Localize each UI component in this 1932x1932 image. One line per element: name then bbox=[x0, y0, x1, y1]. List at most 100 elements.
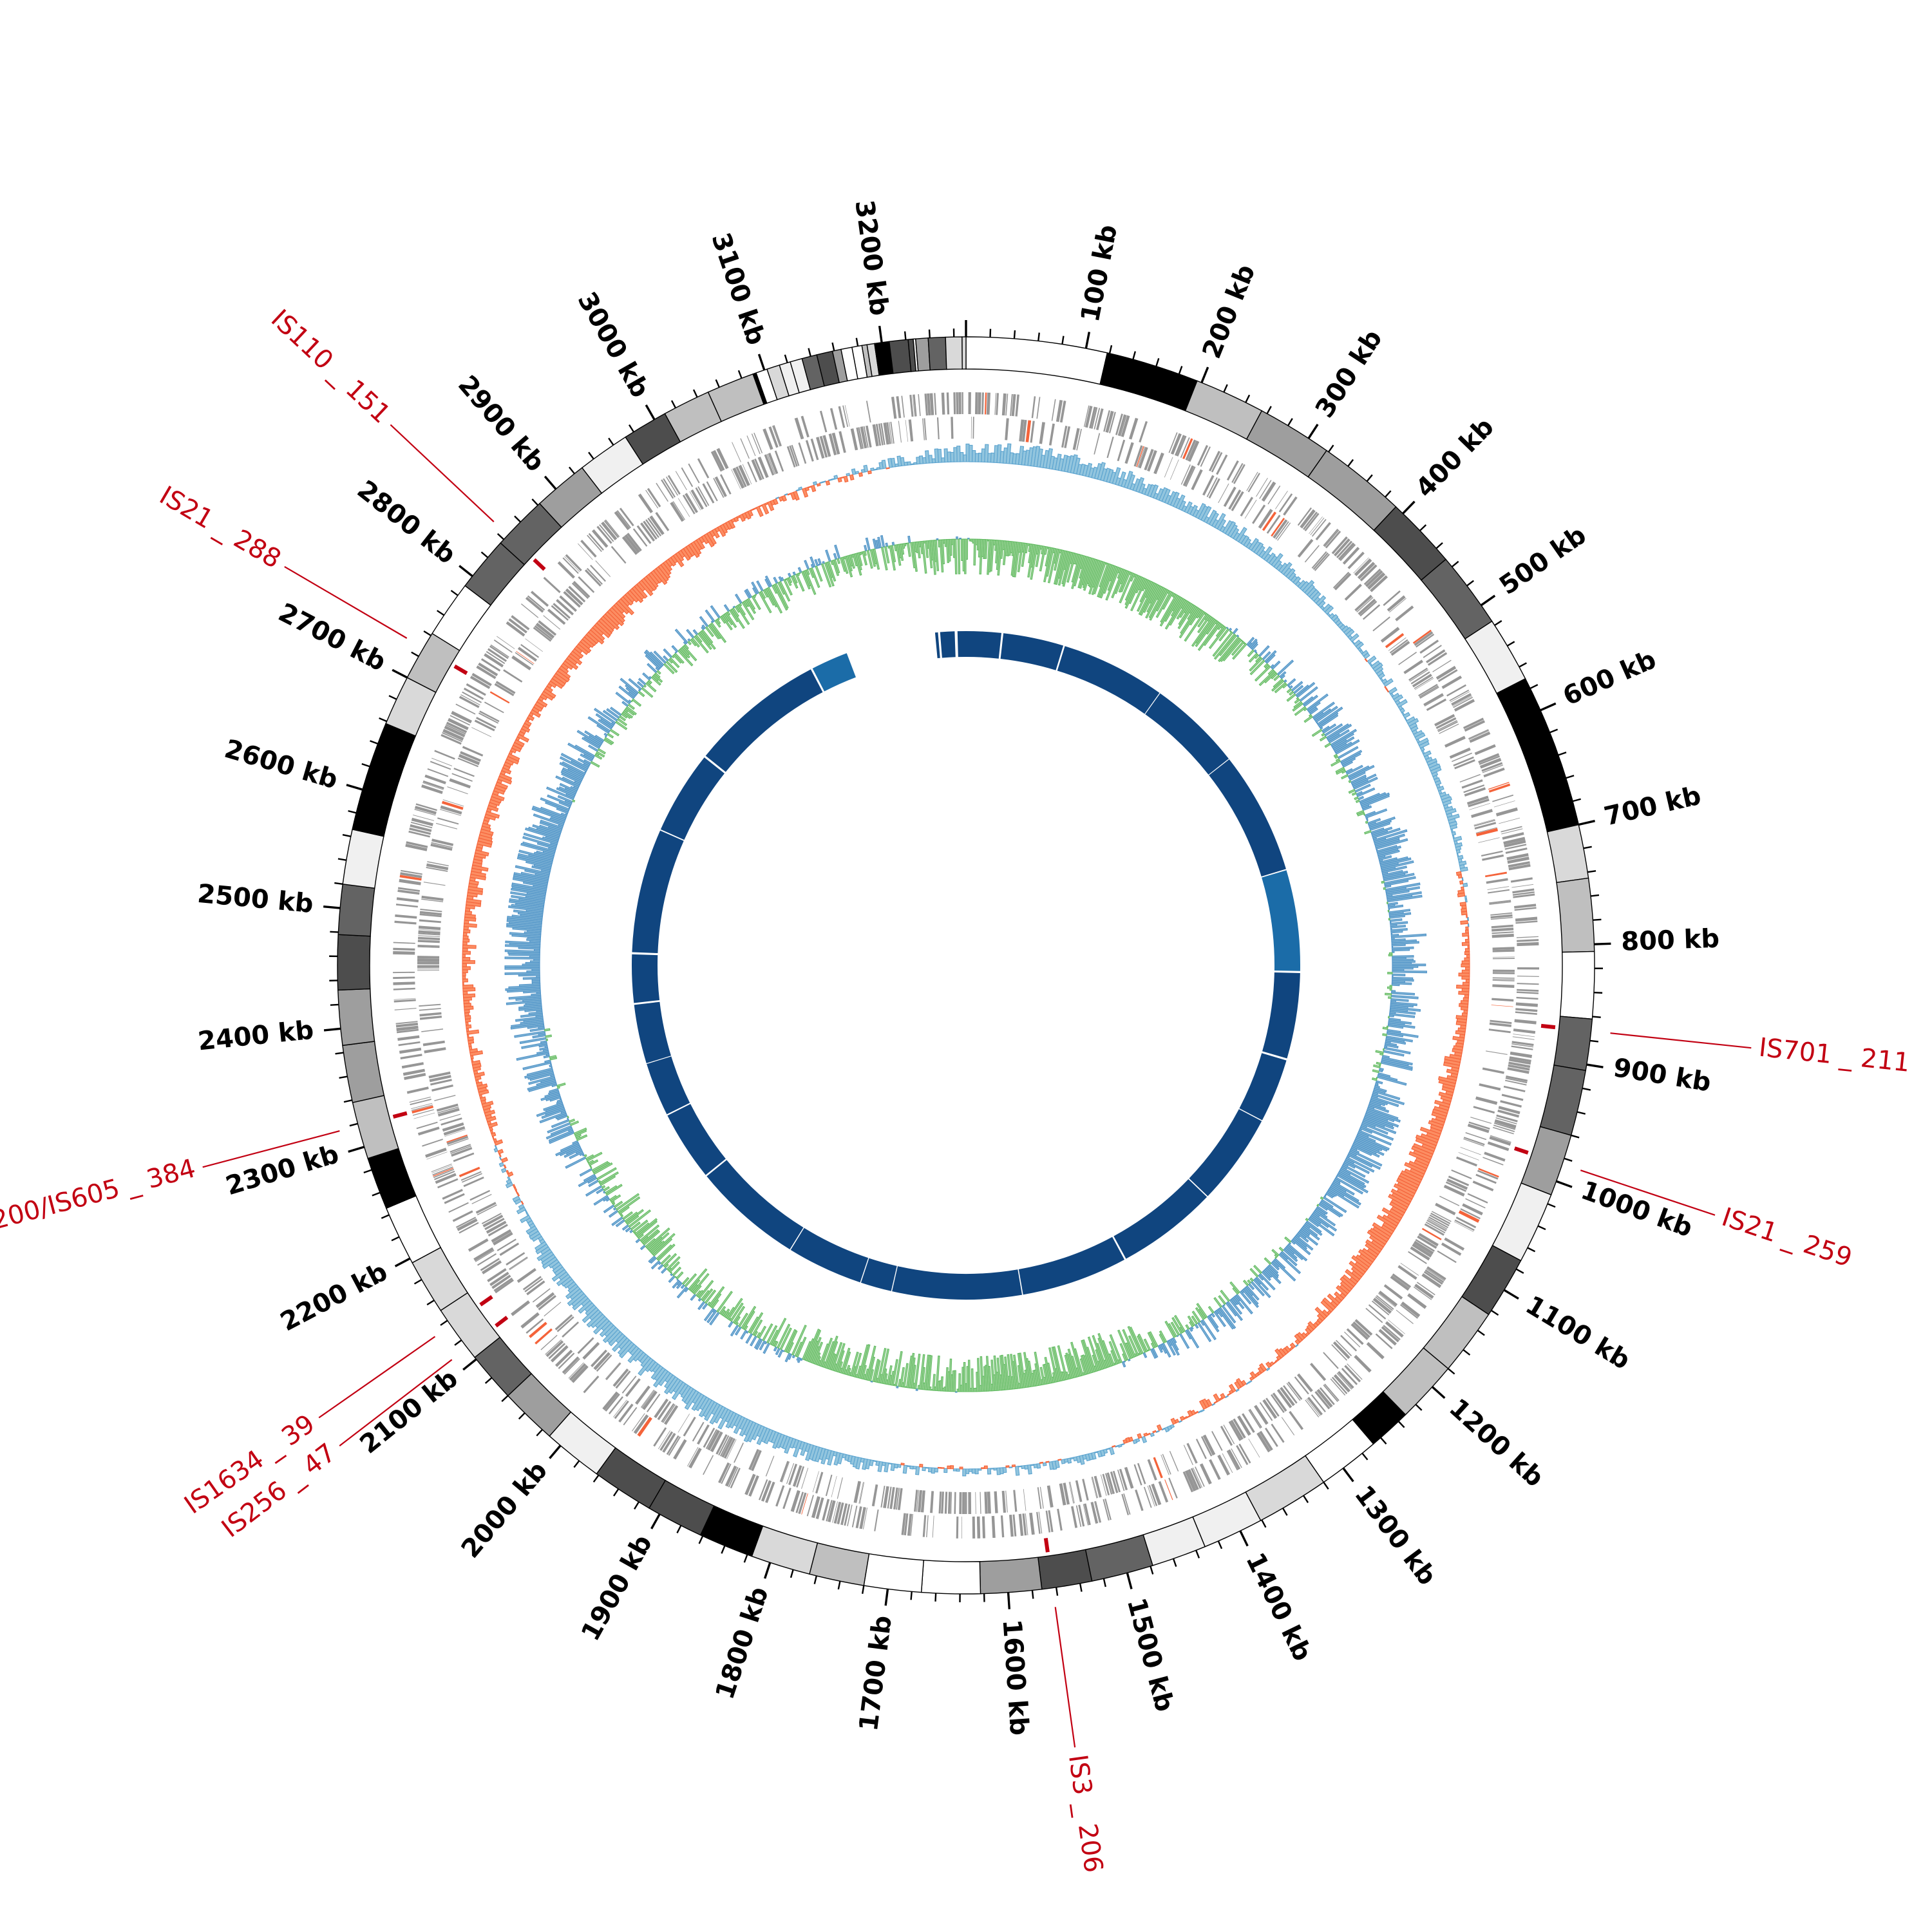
histogram-bar-negative bbox=[958, 1373, 961, 1392]
cds-feature bbox=[1324, 529, 1340, 547]
cds-feature bbox=[520, 1312, 540, 1329]
cds-feature bbox=[1484, 1151, 1506, 1162]
cds-feature bbox=[1289, 1410, 1304, 1430]
histogram-bar-positive bbox=[690, 1293, 697, 1302]
cds-feature bbox=[1449, 689, 1470, 701]
cds-feature bbox=[434, 750, 455, 760]
histogram-bar-negative bbox=[564, 658, 579, 670]
histogram-bar-negative bbox=[462, 966, 471, 971]
histogram-bar-negative bbox=[568, 653, 583, 666]
histogram-bar-positive bbox=[1392, 973, 1406, 976]
cds-feature bbox=[1170, 433, 1182, 455]
cds-feature bbox=[734, 1443, 744, 1463]
cds-feature bbox=[850, 428, 858, 451]
axis-tick-label: 1700 kb bbox=[854, 1614, 898, 1733]
contig-block bbox=[1496, 677, 1557, 759]
cds-feature bbox=[1103, 410, 1110, 432]
cds-feature bbox=[418, 925, 441, 931]
cds-feature-highlight bbox=[529, 1321, 547, 1338]
cds-feature bbox=[897, 1488, 903, 1510]
cds-feature bbox=[557, 561, 575, 579]
histogram-bar-negative bbox=[605, 1184, 623, 1196]
cds-feature bbox=[1426, 698, 1447, 711]
cds-feature bbox=[1489, 900, 1511, 904]
cds-feature bbox=[926, 1515, 929, 1537]
annotation-mark bbox=[533, 558, 546, 571]
histogram-bar-negative bbox=[895, 544, 902, 566]
cds-feature bbox=[458, 753, 480, 766]
axis-tick-minor bbox=[339, 1075, 348, 1079]
histogram-bar-negative bbox=[793, 490, 800, 501]
genome-ring-block bbox=[706, 1160, 804, 1250]
cds-feature bbox=[1390, 1275, 1410, 1291]
histogram-bar-negative bbox=[1274, 1256, 1278, 1259]
histogram-bar-negative bbox=[648, 1232, 670, 1252]
cds-feature bbox=[471, 1194, 492, 1204]
cds-feature bbox=[1059, 401, 1066, 423]
histogram-bar-negative bbox=[645, 574, 659, 589]
cds-feature bbox=[1248, 1438, 1260, 1458]
histogram-bar-negative bbox=[804, 1329, 820, 1361]
histogram-bar-negative bbox=[1381, 1207, 1403, 1222]
histogram-bar-negative bbox=[820, 563, 832, 588]
cds-feature bbox=[1137, 446, 1146, 468]
histogram-bar-negative bbox=[1396, 1178, 1419, 1191]
genome-ring-block bbox=[705, 669, 823, 772]
cds-feature bbox=[1223, 1425, 1235, 1444]
histogram-bar-negative bbox=[886, 467, 890, 469]
cds-feature bbox=[1144, 449, 1154, 471]
cds-feature bbox=[920, 1490, 925, 1513]
cds-feature bbox=[1170, 459, 1179, 480]
cds-feature bbox=[1378, 1291, 1398, 1307]
cds-feature bbox=[1412, 1243, 1432, 1258]
cds-feature bbox=[1064, 426, 1071, 448]
cds-feature bbox=[562, 557, 579, 574]
histogram-bar-negative bbox=[889, 545, 896, 571]
cds-feature bbox=[593, 1352, 611, 1370]
cds-feature bbox=[1117, 414, 1126, 436]
cds-feature bbox=[535, 622, 555, 639]
cds-feature bbox=[1512, 1036, 1535, 1040]
cds-feature bbox=[1216, 454, 1228, 475]
cds-feature bbox=[1416, 1282, 1435, 1296]
annotation-label: IS110 _ 151 bbox=[265, 304, 396, 430]
histogram-bar-positive bbox=[1358, 795, 1365, 800]
histogram-bar-negative bbox=[464, 913, 476, 919]
histogram-bar-negative bbox=[1137, 581, 1153, 612]
cds-feature bbox=[1153, 452, 1164, 475]
histogram-bar-negative bbox=[503, 1164, 507, 1169]
axis-tick-minor bbox=[349, 1122, 358, 1127]
cds-feature bbox=[431, 1163, 452, 1173]
histogram-bar-negative bbox=[790, 575, 799, 589]
histogram-bar-negative bbox=[1415, 1137, 1437, 1150]
annotation-leader bbox=[202, 1130, 340, 1168]
histogram-bar-negative bbox=[891, 1359, 898, 1386]
cds-feature bbox=[1372, 616, 1390, 632]
histogram-bar-positive bbox=[1391, 983, 1400, 987]
cds-feature bbox=[1306, 1398, 1321, 1417]
histogram-bar-negative bbox=[1373, 1064, 1381, 1068]
cds-feature bbox=[1493, 1124, 1515, 1132]
histogram-bar-negative bbox=[919, 1354, 925, 1390]
cds-feature bbox=[901, 395, 905, 418]
histogram-bar-negative bbox=[1385, 992, 1392, 996]
histogram-bar-negative bbox=[507, 1171, 514, 1177]
histogram-bar-negative bbox=[1457, 892, 1466, 898]
histogram-bar-negative bbox=[514, 739, 525, 747]
histogram-bar-positive bbox=[1391, 948, 1410, 952]
cds-feature bbox=[450, 715, 470, 726]
cds-feature bbox=[909, 395, 914, 417]
histogram-bar-negative bbox=[1039, 1367, 1046, 1385]
histogram-bar-negative bbox=[695, 1290, 702, 1297]
cds-feature bbox=[968, 1492, 972, 1514]
cds-feature bbox=[442, 799, 464, 807]
axis-tick-major bbox=[1084, 332, 1091, 349]
cds-feature bbox=[1045, 1510, 1051, 1533]
axis-tick-minor bbox=[1261, 1519, 1267, 1528]
histogram-bar-negative bbox=[1185, 1324, 1190, 1330]
histogram-bar-negative bbox=[795, 573, 805, 592]
histogram-bar-negative bbox=[788, 576, 793, 583]
cds-feature bbox=[719, 474, 732, 495]
cds-feature bbox=[690, 489, 704, 510]
histogram-bar-positive bbox=[817, 558, 822, 565]
